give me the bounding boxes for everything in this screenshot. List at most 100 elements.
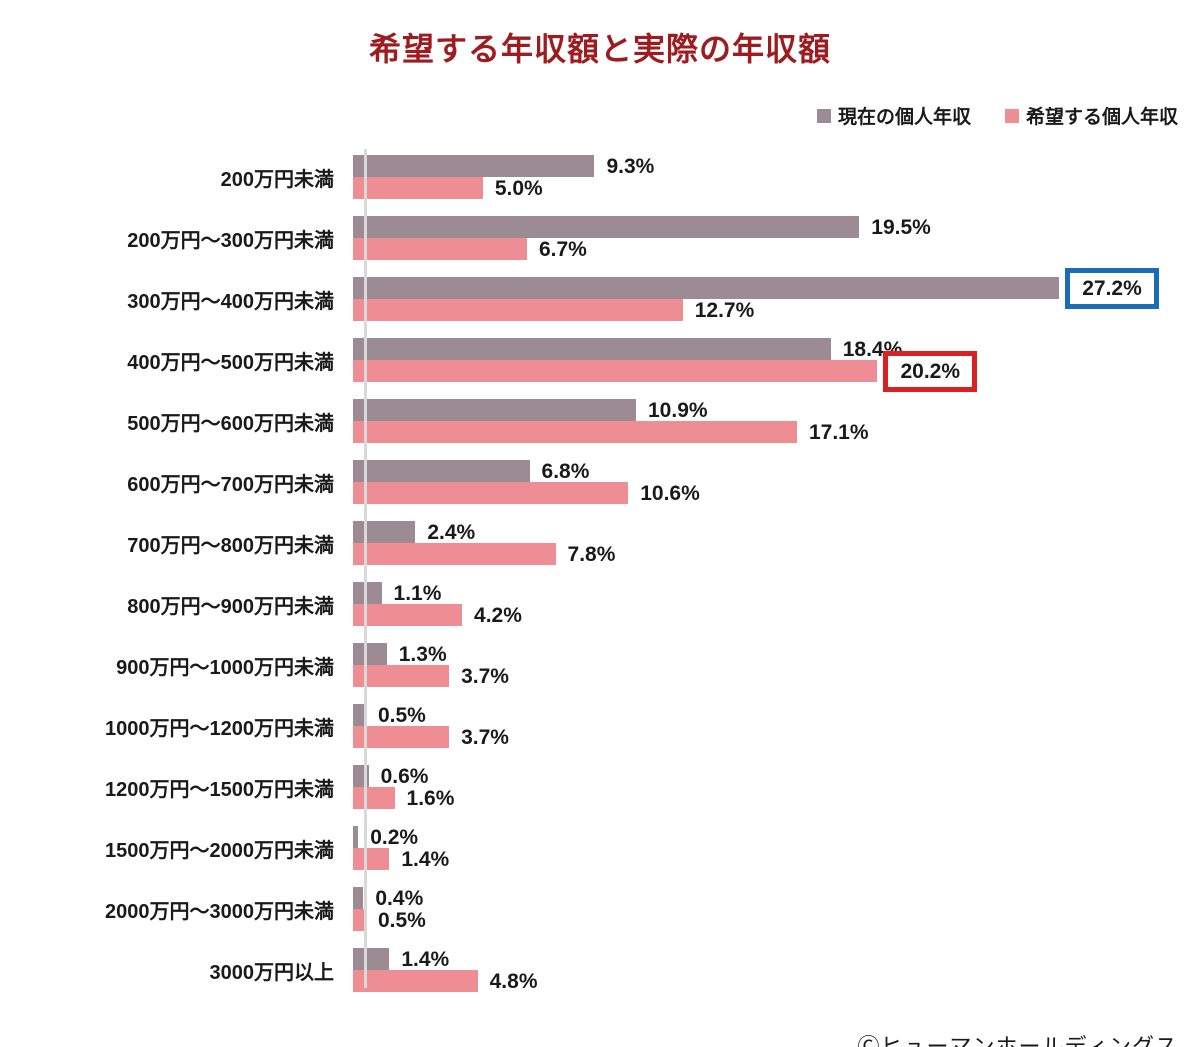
bar-line: 1.3% xyxy=(353,643,1080,665)
bar-desired-income xyxy=(353,726,450,748)
legend-label-desired: 希望する個人年収 xyxy=(1025,107,1178,128)
chart-row: 3000万円以上 1.4% 4.8% xyxy=(0,948,1200,992)
category-bars: 1.3% 3.7% xyxy=(350,643,1080,687)
bar-line: 4.2% xyxy=(353,604,1080,626)
value-label: 1.3% xyxy=(398,642,447,666)
chart-row: 800万円〜900万円未満 1.1% 4.2% xyxy=(0,582,1200,626)
bar-line: 4.8% xyxy=(353,970,1080,992)
category-label: 1000万円〜1200万円未満 xyxy=(105,717,334,740)
value-label: 6.7% xyxy=(538,237,587,261)
bar-desired-income xyxy=(353,238,527,260)
value-label: 0.6% xyxy=(380,764,429,788)
value-label: 2.4% xyxy=(427,520,476,544)
bar-desired-income xyxy=(353,848,390,870)
bar-line: 10.6% xyxy=(353,482,1080,504)
bar-line: 1.6% xyxy=(353,787,1080,809)
bar-desired-income xyxy=(353,604,463,626)
bar-current-income xyxy=(353,704,366,726)
bar-line: 10.9% xyxy=(353,399,1080,421)
category-label: 2000万円〜3000万円未満 xyxy=(105,900,334,923)
legend: 現在の個人年収 希望する個人年収 xyxy=(0,102,1200,129)
bar-current-income xyxy=(353,521,416,543)
bar-current-income xyxy=(353,277,1060,299)
bar-line: 12.7% xyxy=(353,299,1080,321)
bar-current-income xyxy=(353,155,595,177)
bar-desired-income xyxy=(353,299,683,321)
value-label: 1.6% xyxy=(406,786,455,810)
bar-line: 1.1% xyxy=(353,582,1080,604)
legend-label-current: 現在の個人年収 xyxy=(837,107,971,128)
bar-line: 0.2% xyxy=(353,826,1080,848)
value-label: 17.1% xyxy=(808,420,869,444)
chart-row: 900万円〜1000万円未満 1.3% 3.7% xyxy=(0,643,1200,687)
category-bars: 0.5% 3.7% xyxy=(350,704,1080,748)
category-label: 3000万円以上 xyxy=(209,961,335,984)
category-bars: 18.4% 20.2% xyxy=(350,338,1080,392)
bar-line: 2.4% xyxy=(353,521,1080,543)
value-label: 10.9% xyxy=(648,398,708,422)
chart-row: 400万円〜500万円未満 18.4% 20.2% xyxy=(0,338,1200,392)
bar-desired-income xyxy=(353,543,556,565)
bar-chart: 200万円未満 9.3% 5.0% 200万円〜300万円未満 19.5% 6.7% 300… xyxy=(0,149,1200,992)
chart-row: 500万円〜600万円未満 10.9% 17.1% xyxy=(0,399,1200,443)
bar-desired-income xyxy=(353,970,478,992)
chart-row: 1000万円〜1200万円未満 0.5% 3.7% xyxy=(0,704,1200,748)
value-label: 4.8% xyxy=(489,969,538,993)
chart-row: 300万円〜400万円未満 27.2% 12.7% xyxy=(0,267,1200,321)
category-bars: 0.4% 0.5% xyxy=(350,887,1080,931)
chart-row: 1200万円〜1500万円未満 0.6% 1.6% xyxy=(0,765,1200,809)
page-title: 希望する年収額と実際の年収額 xyxy=(368,31,831,67)
value-label: 0.5% xyxy=(377,908,426,932)
category-label: 800万円〜900万円未満 xyxy=(127,595,334,618)
bar-line: 1.4% xyxy=(353,848,1080,870)
chart-row: 600万円〜700万円未満 6.8% 10.6% xyxy=(0,460,1200,504)
legend-item-desired: 希望する個人年収 xyxy=(1004,102,1178,129)
bar-current-income xyxy=(353,582,382,604)
bar-line: 1.4% xyxy=(353,948,1080,970)
value-label: 0.2% xyxy=(370,825,419,849)
category-label: 500万円〜600万円未満 xyxy=(127,412,334,435)
bar-current-income xyxy=(353,399,636,421)
chart-row: 200万円未満 9.3% 5.0% xyxy=(0,155,1200,199)
category-bars: 2.4% 7.8% xyxy=(350,521,1080,565)
value-label: 3.7% xyxy=(461,664,509,688)
bar-line: 5.0% xyxy=(353,177,1080,199)
bar-current-income xyxy=(353,643,387,665)
value-label-highlighted: 20.2% xyxy=(883,350,978,392)
value-label: 7.8% xyxy=(567,542,616,566)
bar-line: 7.8% xyxy=(353,543,1080,565)
bar-line: 0.5% xyxy=(353,704,1080,726)
chart-row: 2000万円〜3000万円未満 0.4% 0.5% xyxy=(0,887,1200,931)
legend-swatch-current-icon xyxy=(816,108,831,123)
category-label: 200万円未満 xyxy=(220,168,334,191)
value-label: 1.4% xyxy=(401,847,450,871)
copyright-text: Ⓒヒューマンホールディングス xyxy=(857,1034,1178,1047)
bar-current-income xyxy=(353,826,359,848)
bar-line: 27.2% xyxy=(353,267,1159,309)
category-label: 600万円〜700万円未満 xyxy=(127,473,334,496)
bar-desired-income xyxy=(353,787,395,809)
bar-current-income xyxy=(353,887,364,909)
category-label: 200万円〜300万円未満 xyxy=(127,229,334,252)
bar-line: 0.6% xyxy=(353,765,1080,787)
legend-swatch-desired-icon xyxy=(1004,108,1019,123)
bar-line: 6.8% xyxy=(353,460,1080,482)
category-bars: 10.9% 17.1% xyxy=(350,399,1080,443)
bar-desired-income xyxy=(353,482,629,504)
bar-line: 20.2% xyxy=(353,350,1080,392)
bar-current-income xyxy=(353,460,530,482)
bar-line: 0.5% xyxy=(353,909,1080,931)
category-label: 1500万円〜2000万円未満 xyxy=(105,839,334,862)
bar-desired-income xyxy=(353,360,878,382)
value-label: 12.7% xyxy=(694,298,755,322)
chart-row: 1500万円〜2000万円未満 0.2% 1.4% xyxy=(0,826,1200,870)
bar-desired-income xyxy=(353,421,797,443)
value-label: 10.6% xyxy=(640,481,700,505)
category-bars: 0.2% 1.4% xyxy=(350,826,1080,870)
bar-line: 6.7% xyxy=(353,238,1080,260)
value-label-highlighted: 27.2% xyxy=(1065,267,1159,309)
value-label: 1.4% xyxy=(401,947,450,971)
bar-line: 19.5% xyxy=(353,216,1080,238)
category-label: 900万円〜1000万円未満 xyxy=(116,656,334,679)
value-label: 0.5% xyxy=(377,703,426,727)
